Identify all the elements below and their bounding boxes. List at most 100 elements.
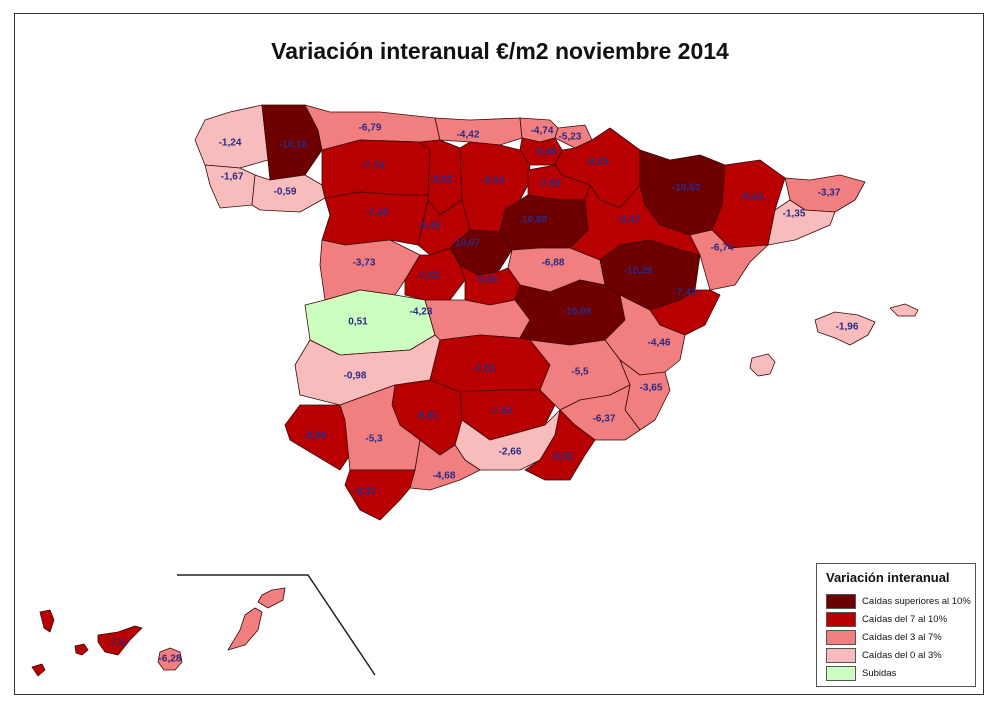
province-shape: [304, 289, 436, 356]
map-legend: Variación interanual Caídas superiores a…: [816, 563, 976, 687]
province-shape: [689, 229, 769, 291]
province-value-label: -10,29: [624, 266, 653, 277]
province-value-label: -10,53: [672, 183, 701, 194]
province-value-label: -6,37: [593, 414, 616, 425]
canary-inset-border: [177, 574, 376, 676]
legend-item: Caídas del 3 al 7%: [826, 628, 975, 646]
legend-item: Caídas superiores al 10%: [826, 592, 975, 610]
province-region: [409, 439, 481, 491]
legend-swatch: [826, 629, 856, 645]
province-shape: [424, 299, 531, 341]
province-value-label: -9,45: [418, 221, 441, 232]
province-value-label: -4,74: [531, 126, 554, 137]
province-value-label: -9,93: [741, 192, 764, 203]
legend-label: Caídas del 7 al 10%: [862, 613, 948, 625]
province-shape: [889, 303, 919, 317]
legend-swatch: [826, 665, 856, 681]
province-value-label: 0,51: [348, 317, 368, 328]
province-value-label: -10,08: [563, 307, 592, 318]
legend-label: Caídas superiores al 10%: [862, 595, 971, 607]
legend-label: Caídas del 3 al 7%: [862, 631, 942, 643]
province-value-label: -5,5: [571, 367, 589, 378]
province-region: [319, 239, 421, 301]
province-region: [404, 247, 466, 301]
province-shape: [74, 643, 89, 656]
province-value-label: -7,43: [674, 288, 697, 299]
province-value-label: -0,98: [344, 371, 367, 382]
province-value-label: -1,24: [219, 138, 242, 149]
province-value-label: -9,91: [416, 411, 439, 422]
province-region: [524, 409, 596, 481]
legend-title: Variación interanual: [826, 570, 950, 585]
legend-swatch: [826, 593, 856, 609]
legend-swatch: [826, 611, 856, 627]
province-region: [749, 303, 919, 377]
province-region: [31, 609, 143, 677]
province-shape: [767, 199, 836, 246]
province-region: [344, 469, 416, 521]
province-region: [194, 104, 269, 169]
province-region: [424, 299, 531, 341]
map-title: Variación interanual €/m2 noviembre 2014: [271, 38, 729, 64]
province-value-label: -6,79: [359, 123, 382, 134]
province-value-label: -4,68: [433, 471, 456, 482]
province-value-label: -3,73: [353, 258, 376, 269]
legend-item: Caídas del 7 al 10%: [826, 610, 975, 628]
province-value-label: -9,48: [534, 147, 557, 158]
province-shape: [749, 353, 776, 377]
province-shape: [409, 439, 481, 491]
province-shape: [434, 117, 523, 146]
province-shape: [344, 469, 416, 521]
province-value-label: -9,02: [551, 452, 574, 463]
province-value-label: -8,96: [304, 431, 327, 442]
province-value-label: -7,81: [473, 364, 496, 375]
province-region: [767, 199, 836, 246]
province-region: [304, 289, 436, 356]
province-value-label: -8,04: [482, 176, 505, 187]
province-value-label: -7,65: [490, 406, 513, 417]
province-value-label: -7,79: [362, 161, 385, 172]
province-value-label: -9,47: [618, 215, 641, 226]
province-region: [434, 117, 523, 146]
province-shape: [524, 409, 596, 481]
province-value-label: -5,23: [559, 132, 582, 143]
province-value-label: -1,35: [783, 209, 806, 220]
province-shape: [319, 239, 421, 301]
province-value-label: -9,06: [475, 275, 498, 286]
province-value-label: -2,66: [499, 447, 522, 458]
province-shape: [31, 663, 46, 677]
province-value-label: -9,37: [354, 487, 377, 498]
province-value-label: -3,65: [640, 383, 663, 394]
province-value-label: -4,42: [457, 130, 480, 141]
legend-label: Caídas del 0 al 3%: [862, 649, 942, 661]
province-shape: [227, 607, 263, 651]
province-shape: [97, 625, 143, 656]
province-value-label: -4,46: [648, 338, 671, 349]
province-shape: [404, 247, 466, 301]
province-value-label: -1,67: [221, 172, 244, 183]
province-value-label: -10,80: [519, 215, 548, 226]
province-shape: [157, 647, 183, 671]
province-value-label: -6,74: [711, 243, 734, 254]
province-value-label: -1,96: [836, 322, 859, 333]
province-value-label: -10,07: [452, 238, 481, 249]
province-value-label: -3,37: [818, 188, 841, 199]
legend-label: Subidas: [862, 667, 897, 679]
legend-item: Caídas del 0 al 3%: [826, 646, 975, 664]
province-value-label: -0,59: [274, 187, 297, 198]
province-shape: [257, 587, 286, 609]
province-value-label: -5,3: [365, 434, 383, 445]
province-value-label: -9,02: [430, 175, 453, 186]
province-value-label: -10,18: [279, 140, 308, 151]
province-value-label: -7,5: [108, 638, 126, 649]
province-value-label: -7,63: [417, 271, 440, 282]
legend-swatch: [826, 647, 856, 663]
province-region: [157, 587, 286, 671]
province-value-label: -6,88: [542, 258, 565, 269]
province-shape: [194, 104, 269, 169]
province-value-label: -9,25: [586, 157, 609, 168]
province-value-label: -7,95: [538, 179, 561, 190]
province-value-label: -4,23: [410, 307, 433, 318]
map-frame: [14, 13, 984, 695]
